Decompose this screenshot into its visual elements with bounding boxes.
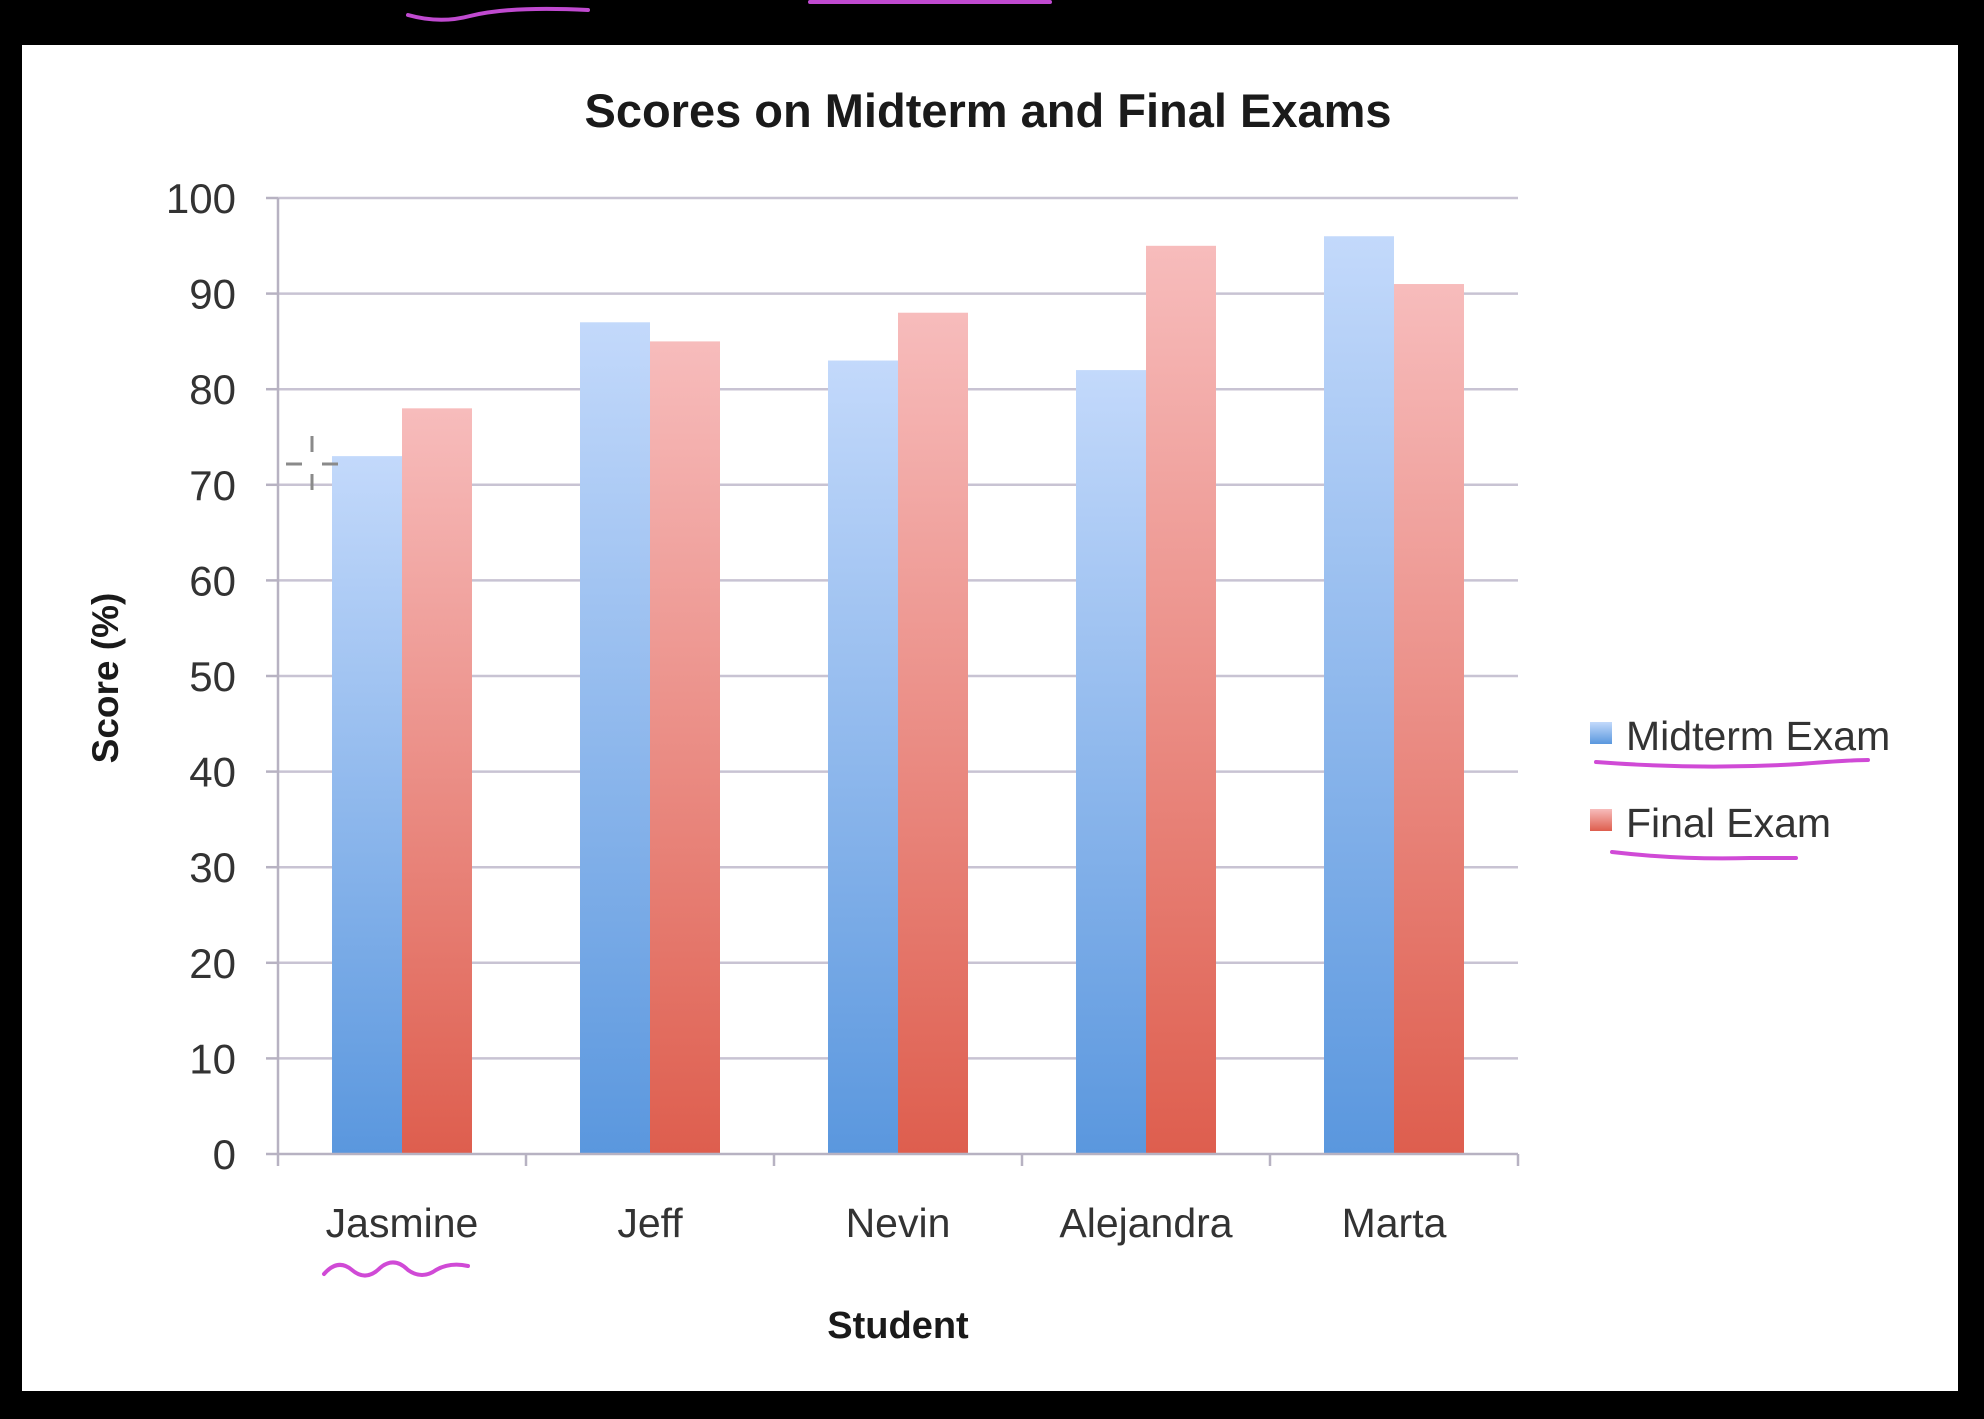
bar-jasmine-midterm — [332, 456, 402, 1154]
annotation-underline-jasmine — [322, 1260, 470, 1278]
legend-label-midterm: Midterm Exam — [1626, 713, 1890, 759]
y-tick-label: 0 — [213, 1131, 236, 1178]
annotation-underline-final — [1610, 850, 1798, 861]
top-annotation-mark — [406, 6, 590, 22]
y-tick-label: 40 — [189, 749, 236, 796]
y-tick-label: 100 — [166, 175, 236, 222]
bar-marta-final — [1394, 284, 1464, 1154]
bar-nevin-midterm — [828, 360, 898, 1154]
legend: Midterm Exam Final Exam — [1590, 713, 1890, 846]
x-tick-labels: Jasmine Jeff Nevin Alejandra Marta — [326, 1200, 1447, 1246]
bar-jasmine-final — [402, 408, 472, 1154]
y-tick-label: 80 — [189, 366, 236, 413]
bar-nevin-final — [898, 312, 968, 1155]
x-axis-label: Student — [827, 1305, 969, 1347]
x-tick-label: Marta — [1342, 1200, 1447, 1246]
y-tick-labels: 0 10 20 30 40 50 60 70 80 90 100 — [166, 175, 236, 1178]
y-tick-label: 30 — [189, 844, 236, 891]
y-tick-label: 70 — [189, 462, 236, 509]
y-tick-label: 50 — [189, 653, 236, 700]
x-tick-label: Nevin — [846, 1200, 951, 1246]
chart-title: Scores on Midterm and Final Exams — [584, 84, 1391, 137]
bar-jeff-midterm — [580, 322, 650, 1154]
y-tick-label: 20 — [189, 940, 236, 987]
legend-swatch-midterm — [1590, 722, 1612, 744]
bar-alejandra-final — [1146, 245, 1216, 1155]
bar-alejandra-midterm — [1076, 370, 1146, 1155]
x-tick-label: Alejandra — [1059, 1200, 1232, 1246]
legend-label-final: Final Exam — [1626, 800, 1831, 846]
bars — [332, 236, 1464, 1155]
y-tick-label: 10 — [189, 1035, 236, 1082]
cursor-crosshair — [286, 436, 338, 490]
x-tick-label: Jeff — [617, 1200, 683, 1246]
y-axis-label: Score (%) — [85, 593, 126, 764]
x-tick-label: Jasmine — [326, 1200, 479, 1246]
x-axis — [276, 198, 1520, 1166]
bar-marta-midterm — [1324, 236, 1394, 1155]
legend-swatch-final — [1590, 809, 1612, 831]
y-tick-label: 90 — [189, 271, 236, 318]
y-tick-label: 60 — [189, 557, 236, 604]
annotation-underline-midterm — [1594, 758, 1870, 769]
bar-jeff-final — [650, 341, 720, 1154]
